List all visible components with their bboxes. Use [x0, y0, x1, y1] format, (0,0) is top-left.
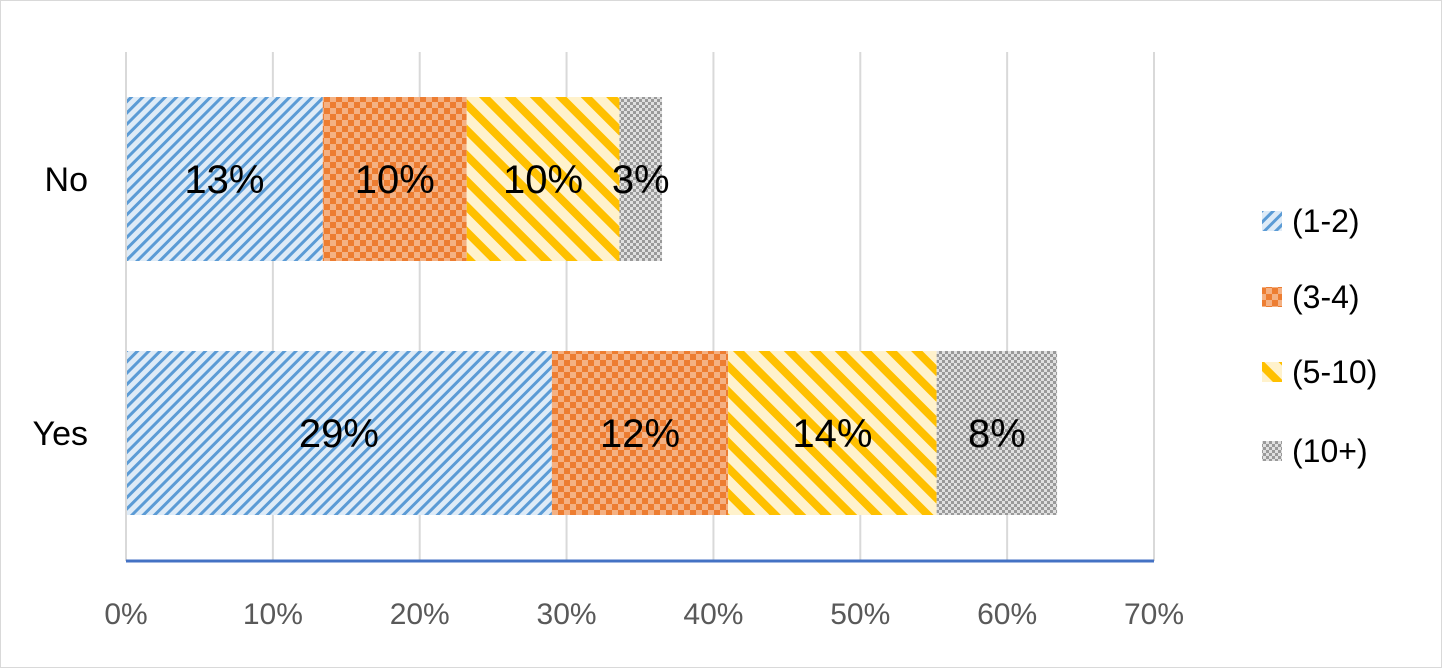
data-label: 29% [299, 412, 379, 456]
data-label: 12% [600, 412, 680, 456]
bar-segment [728, 351, 937, 515]
legend-label: (5-10) [1292, 354, 1377, 390]
legend-label: (10+) [1292, 433, 1368, 469]
bar-segment [322, 97, 467, 261]
bar-segment [126, 351, 552, 515]
x-tick-label: 10% [243, 598, 303, 631]
x-tick-label: 0% [104, 598, 147, 631]
x-tick-label: 40% [683, 598, 743, 631]
bars: 13% 10% 10% 3% 29% 12% 14% 8% [126, 97, 1058, 515]
legend-swatch [1262, 211, 1282, 231]
bar-segment [936, 351, 1058, 515]
data-label: 3% [612, 158, 670, 202]
bar-segment [619, 97, 663, 261]
y-category-label: No [45, 161, 88, 199]
legend-swatch [1262, 441, 1282, 461]
legend-label: (1-2) [1292, 203, 1360, 239]
x-tick-label: 30% [537, 598, 597, 631]
legend-swatch [1262, 362, 1282, 382]
data-label: 14% [792, 412, 872, 456]
legend-swatch [1262, 287, 1282, 307]
y-category-label: Yes [33, 415, 88, 453]
bar-segment [126, 97, 323, 261]
x-tick-label: 50% [830, 598, 890, 631]
data-label: 10% [503, 158, 583, 202]
data-label: 8% [968, 412, 1026, 456]
axes: 0% 10% 20% 30% 40% 50% 60% 70% No Yes [33, 52, 1184, 631]
legend: (1-2) (3-4) (5-10) (10+) [1262, 203, 1377, 469]
data-label: 10% [355, 158, 435, 202]
legend-label: (3-4) [1292, 279, 1360, 315]
bar-segment [466, 97, 620, 261]
bar-segment [551, 351, 729, 515]
x-tick-label: 70% [1124, 598, 1184, 631]
data-label: 13% [184, 158, 264, 202]
x-tick-label: 20% [390, 598, 450, 631]
x-tick-label: 60% [977, 598, 1037, 631]
